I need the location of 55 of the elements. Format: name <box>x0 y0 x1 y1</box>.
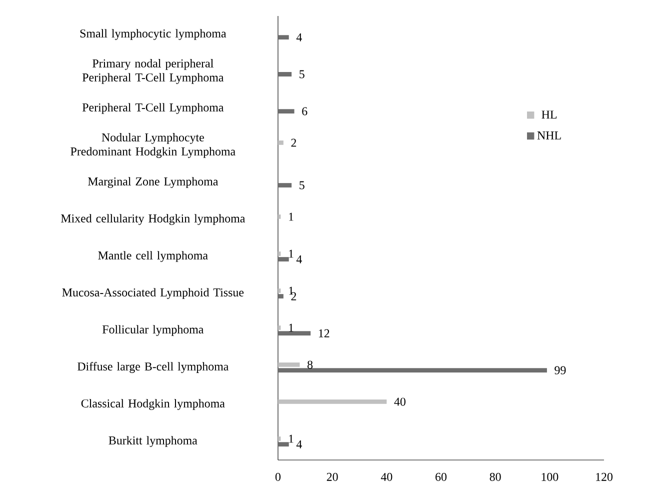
x-tick-label: 60 <box>436 472 447 481</box>
legend-label: NHL <box>537 132 561 140</box>
data-label: 1 <box>289 212 294 221</box>
bar <box>278 35 289 40</box>
y-tick-label: Mucosa-Associated Lymphoid Tissue <box>62 288 244 299</box>
bar <box>278 257 289 262</box>
x-tick-label: 0 <box>275 472 281 481</box>
y-tick-label: Primary nodal peripheral Peripheral T-Cell Lymphoma <box>82 59 224 84</box>
bar <box>278 436 281 441</box>
y-tick-label: Mantle cell lymphoma <box>98 251 208 262</box>
y-tick-label: Nodular Lymphocyte Predominant Hodgkin Lymphoma <box>70 133 236 158</box>
x-tick-label: 40 <box>380 472 392 481</box>
bar <box>278 442 289 446</box>
bar <box>278 214 281 219</box>
data-label: 6 <box>302 107 308 116</box>
data-label: 4 <box>296 33 302 42</box>
data-label: 5 <box>300 181 304 190</box>
data-label: 4 <box>296 255 302 264</box>
data-label: 99 <box>554 366 566 374</box>
x-tick-label: 120 <box>596 472 612 481</box>
data-label: 4 <box>296 440 302 448</box>
x-tick-label: 100 <box>542 472 558 481</box>
y-tick-label: Small lymphocytic lymphoma <box>80 29 226 40</box>
bar <box>278 109 294 114</box>
data-label: 2 <box>291 138 296 147</box>
data-label: 2 <box>291 292 296 300</box>
y-tick-label: Diffuse large B-cell lymphoma <box>78 362 229 373</box>
y-tick-label: Follicular lymphoma <box>102 325 204 336</box>
x-tick-label: 80 <box>490 472 501 481</box>
data-label: 1 <box>289 434 294 443</box>
y-tick-label: Mixed cellularity Hodgkin lymphoma <box>61 214 246 225</box>
bar <box>278 362 300 367</box>
bar <box>278 400 387 404</box>
bar <box>278 140 284 145</box>
bar <box>278 294 284 298</box>
bar <box>278 326 281 330</box>
bar <box>278 331 311 336</box>
y-tick-label: Classical Hodgkin lymphoma <box>81 399 225 410</box>
data-label: 5 <box>300 70 304 78</box>
data-label: 8 <box>308 360 313 369</box>
x-tick-label: 20 <box>326 472 338 481</box>
data-label: 1 <box>289 286 294 295</box>
bar <box>278 252 281 256</box>
bar <box>278 288 281 293</box>
bar <box>278 368 547 372</box>
bar <box>278 72 292 76</box>
legend-label: HL <box>542 110 557 119</box>
y-tick-label: Burkitt lymphoma <box>108 436 198 447</box>
data-label: 1 <box>289 250 294 258</box>
bar <box>278 183 292 188</box>
y-tick-label: Peripheral T-Cell Lymphoma <box>82 103 224 114</box>
y-tick-label: Marginal Zone Lymphoma <box>88 177 218 188</box>
data-label: 12 <box>318 329 330 338</box>
data-label: 1 <box>289 324 294 332</box>
data-label: 40 <box>394 398 406 406</box>
